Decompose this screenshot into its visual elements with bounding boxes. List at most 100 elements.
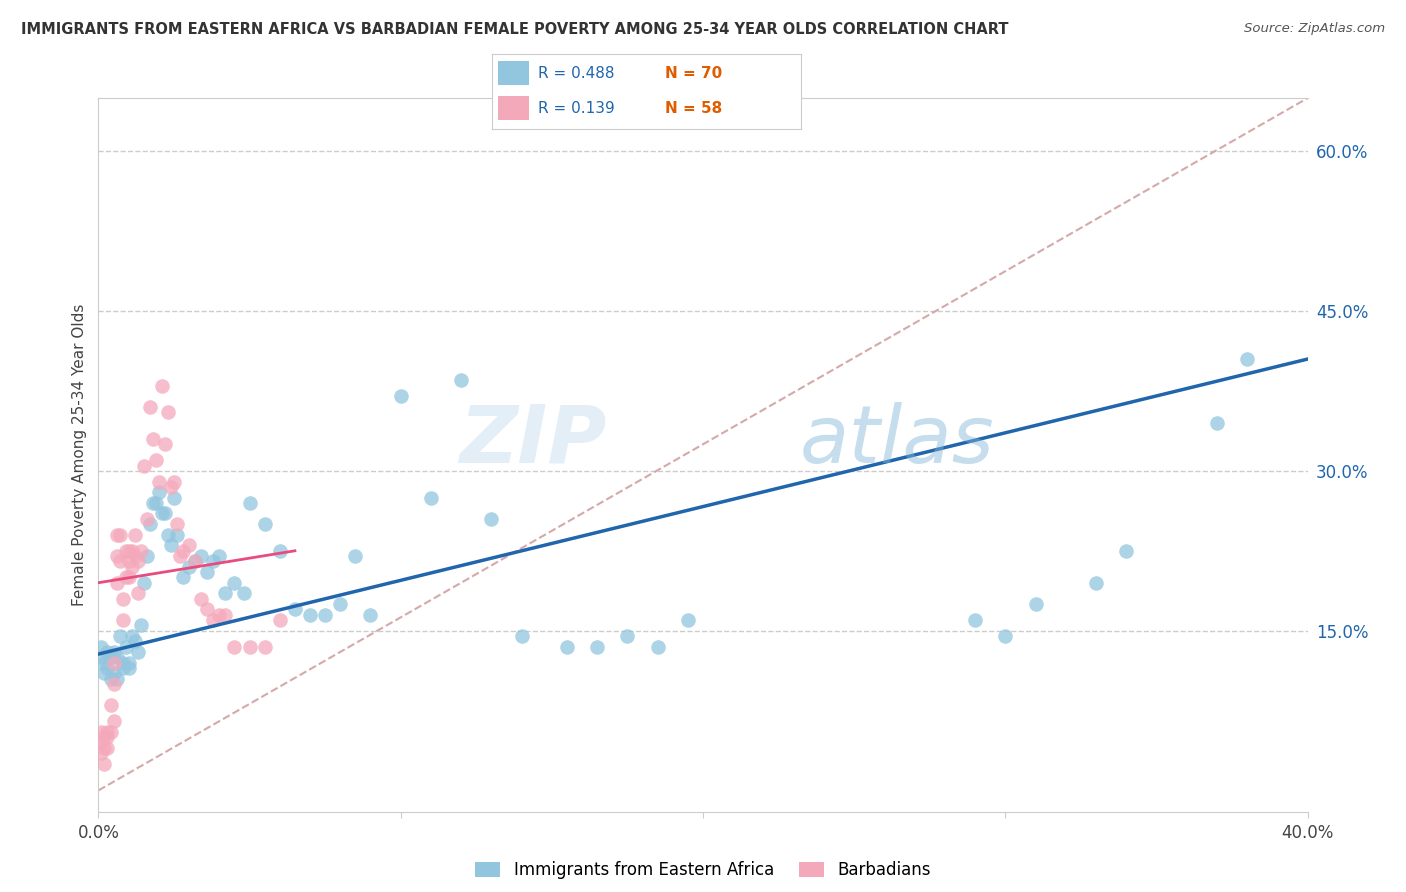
- Point: [118, 656, 141, 670]
- Point: [195, 565, 218, 579]
- Point: [163, 491, 186, 505]
- Point: [214, 586, 236, 600]
- Point: [389, 389, 412, 403]
- Point: [121, 543, 143, 558]
- Point: [299, 607, 322, 622]
- Point: [127, 645, 149, 659]
- Point: [93, 656, 115, 670]
- Point: [111, 613, 134, 627]
- Point: [132, 575, 155, 590]
- Point: [108, 528, 131, 542]
- Point: [450, 373, 472, 387]
- Point: [586, 640, 609, 654]
- Point: [148, 485, 170, 500]
- Point: [156, 528, 179, 542]
- Point: [160, 538, 183, 552]
- Point: [111, 656, 134, 670]
- Point: [555, 640, 578, 654]
- Point: [100, 724, 122, 739]
- Point: [96, 740, 118, 755]
- Point: [329, 597, 352, 611]
- Point: [103, 645, 125, 659]
- Point: [100, 672, 122, 686]
- Point: [208, 549, 231, 563]
- Point: [124, 528, 146, 542]
- Point: [172, 543, 194, 558]
- Point: [118, 661, 141, 675]
- Point: [153, 507, 176, 521]
- FancyBboxPatch shape: [498, 62, 529, 86]
- Point: [314, 607, 336, 622]
- Point: [127, 586, 149, 600]
- Point: [150, 507, 173, 521]
- Point: [124, 549, 146, 563]
- Point: [202, 613, 225, 627]
- Text: IMMIGRANTS FROM EASTERN AFRICA VS BARBADIAN FEMALE POVERTY AMONG 25-34 YEAR OLDS: IMMIGRANTS FROM EASTERN AFRICA VS BARBAD…: [21, 22, 1008, 37]
- Point: [166, 528, 188, 542]
- Point: [142, 432, 165, 446]
- Point: [100, 698, 122, 713]
- Point: [166, 517, 188, 532]
- FancyBboxPatch shape: [498, 96, 529, 120]
- Text: ZIP: ZIP: [458, 401, 606, 480]
- Point: [90, 746, 112, 760]
- Point: [184, 554, 207, 568]
- Point: [90, 640, 112, 654]
- Point: [132, 458, 155, 473]
- Point: [105, 650, 128, 665]
- Point: [195, 602, 218, 616]
- Point: [108, 629, 131, 643]
- Point: [994, 629, 1017, 643]
- Point: [214, 607, 236, 622]
- Point: [114, 570, 136, 584]
- Point: [184, 554, 207, 568]
- Point: [105, 672, 128, 686]
- Text: R = 0.139: R = 0.139: [538, 101, 616, 116]
- Point: [96, 645, 118, 659]
- Point: [420, 491, 443, 505]
- Point: [139, 400, 162, 414]
- Point: [145, 453, 167, 467]
- Point: [253, 517, 276, 532]
- Point: [118, 543, 141, 558]
- Point: [224, 640, 246, 654]
- Point: [121, 629, 143, 643]
- Point: [96, 724, 118, 739]
- Point: [965, 613, 987, 627]
- Point: [224, 575, 246, 590]
- Point: [108, 554, 131, 568]
- Point: [111, 661, 134, 675]
- Point: [1236, 352, 1258, 367]
- Legend: Immigrants from Eastern Africa, Barbadians: Immigrants from Eastern Africa, Barbadia…: [468, 855, 938, 886]
- Point: [647, 640, 669, 654]
- Point: [145, 496, 167, 510]
- Point: [90, 650, 112, 665]
- Point: [202, 554, 225, 568]
- Text: R = 0.488: R = 0.488: [538, 66, 614, 81]
- Point: [163, 475, 186, 489]
- Point: [93, 730, 115, 744]
- Point: [93, 740, 115, 755]
- Point: [269, 543, 291, 558]
- Point: [114, 543, 136, 558]
- Point: [253, 640, 276, 654]
- Point: [360, 607, 382, 622]
- Point: [208, 607, 231, 622]
- Point: [100, 650, 122, 665]
- Point: [232, 586, 254, 600]
- Point: [127, 554, 149, 568]
- Point: [105, 549, 128, 563]
- Point: [114, 640, 136, 654]
- Point: [96, 661, 118, 675]
- Point: [1024, 597, 1046, 611]
- Point: [344, 549, 367, 563]
- Point: [239, 496, 262, 510]
- Point: [103, 677, 125, 691]
- Point: [160, 480, 183, 494]
- Point: [676, 613, 699, 627]
- Point: [179, 559, 201, 574]
- Point: [129, 543, 152, 558]
- Point: [179, 538, 201, 552]
- Point: [111, 591, 134, 606]
- Point: [121, 559, 143, 574]
